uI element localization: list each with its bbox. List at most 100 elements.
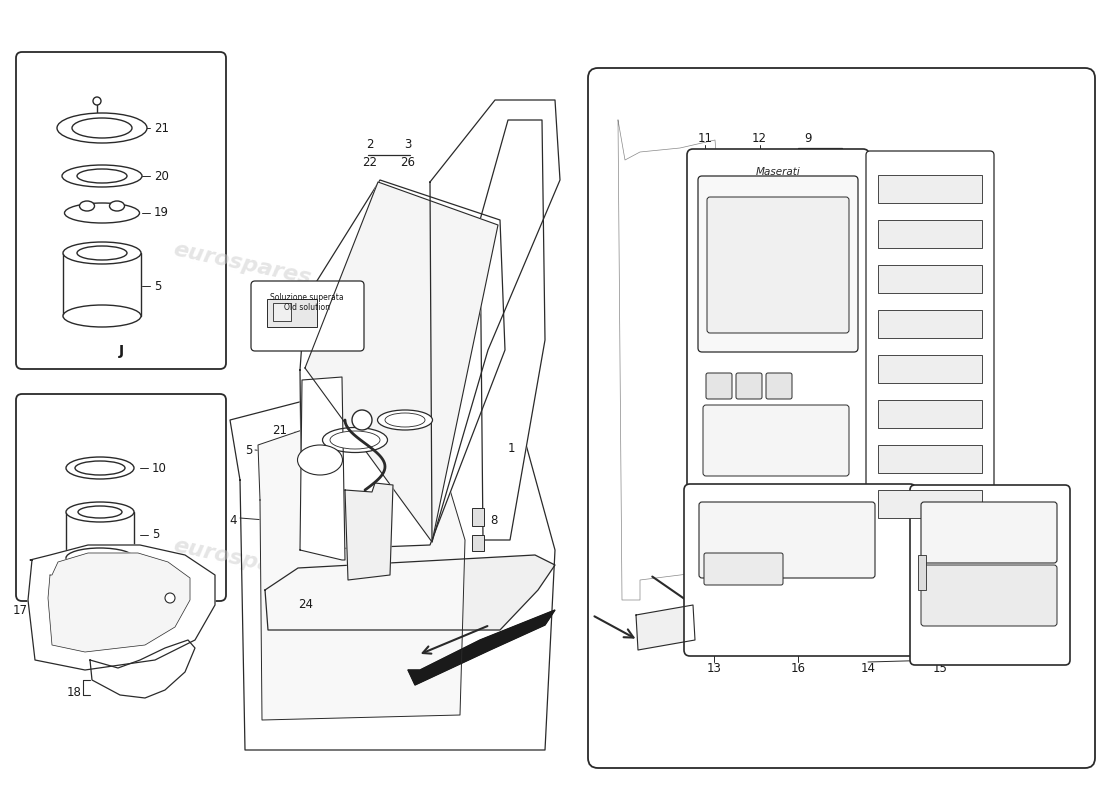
- Text: eurospares: eurospares: [172, 535, 312, 585]
- Ellipse shape: [377, 410, 432, 430]
- FancyBboxPatch shape: [704, 553, 783, 585]
- Bar: [472, 535, 484, 551]
- Bar: [878, 445, 982, 473]
- Bar: [472, 508, 484, 526]
- Polygon shape: [408, 610, 556, 685]
- Text: 1: 1: [508, 442, 516, 454]
- Ellipse shape: [385, 413, 425, 427]
- Circle shape: [94, 97, 101, 105]
- Text: 24: 24: [298, 598, 314, 611]
- Text: 14: 14: [860, 662, 876, 674]
- FancyBboxPatch shape: [707, 197, 849, 333]
- Ellipse shape: [66, 457, 134, 479]
- Text: 26: 26: [400, 155, 416, 169]
- Polygon shape: [300, 377, 345, 560]
- FancyBboxPatch shape: [16, 394, 226, 601]
- Bar: [878, 175, 982, 203]
- FancyBboxPatch shape: [588, 68, 1094, 768]
- Bar: [918, 555, 926, 590]
- Polygon shape: [28, 545, 214, 670]
- Text: 2: 2: [366, 138, 374, 151]
- Text: 16: 16: [791, 662, 805, 674]
- Text: J: J: [119, 344, 123, 358]
- FancyBboxPatch shape: [921, 502, 1057, 563]
- Text: 22: 22: [363, 155, 377, 169]
- Ellipse shape: [63, 242, 141, 264]
- FancyBboxPatch shape: [921, 565, 1057, 626]
- Polygon shape: [258, 390, 465, 720]
- Text: 5: 5: [152, 529, 160, 542]
- Text: Old solution: Old solution: [284, 303, 330, 312]
- Text: 11: 11: [698, 131, 713, 145]
- Text: 5: 5: [154, 279, 162, 293]
- Bar: [878, 355, 982, 383]
- FancyBboxPatch shape: [766, 373, 792, 399]
- Text: 21: 21: [154, 122, 169, 134]
- Ellipse shape: [79, 201, 95, 211]
- FancyBboxPatch shape: [703, 405, 849, 476]
- FancyBboxPatch shape: [251, 281, 364, 351]
- Text: 17: 17: [13, 603, 28, 617]
- Ellipse shape: [72, 118, 132, 138]
- Polygon shape: [480, 120, 544, 540]
- Text: 8: 8: [490, 514, 497, 526]
- Text: 19: 19: [154, 206, 169, 219]
- Bar: [878, 490, 982, 518]
- Polygon shape: [430, 100, 560, 542]
- Text: 21: 21: [272, 423, 287, 437]
- Text: 20: 20: [154, 170, 169, 182]
- Text: 7: 7: [327, 458, 333, 471]
- Polygon shape: [305, 182, 498, 542]
- Bar: [273, 303, 292, 321]
- Ellipse shape: [57, 113, 147, 143]
- FancyBboxPatch shape: [706, 373, 732, 399]
- Ellipse shape: [62, 165, 142, 187]
- Polygon shape: [48, 553, 190, 652]
- Text: eurospares: eurospares: [733, 519, 873, 569]
- FancyBboxPatch shape: [16, 52, 226, 369]
- Text: Maserati: Maserati: [756, 167, 801, 177]
- FancyBboxPatch shape: [736, 373, 762, 399]
- FancyBboxPatch shape: [698, 502, 874, 578]
- Text: 18: 18: [67, 686, 82, 698]
- Text: 12: 12: [752, 131, 767, 145]
- Text: eurospares: eurospares: [172, 239, 312, 289]
- Text: 25: 25: [322, 471, 338, 485]
- Polygon shape: [636, 605, 695, 650]
- Ellipse shape: [77, 169, 127, 183]
- Polygon shape: [90, 640, 195, 698]
- Circle shape: [165, 593, 175, 603]
- FancyBboxPatch shape: [910, 485, 1070, 665]
- Ellipse shape: [322, 427, 387, 453]
- Text: USA - CDN: USA - CDN: [85, 573, 157, 586]
- Text: 5: 5: [244, 443, 252, 457]
- Ellipse shape: [66, 548, 134, 568]
- Polygon shape: [618, 120, 720, 600]
- Text: 23: 23: [801, 151, 815, 165]
- Polygon shape: [230, 350, 556, 750]
- Bar: [878, 265, 982, 293]
- Ellipse shape: [330, 431, 380, 449]
- Ellipse shape: [297, 445, 342, 475]
- Polygon shape: [345, 483, 393, 580]
- Text: Soluzione superata: Soluzione superata: [271, 293, 344, 302]
- Text: eurospares: eurospares: [733, 295, 873, 345]
- Ellipse shape: [77, 246, 127, 260]
- Ellipse shape: [75, 461, 125, 475]
- Ellipse shape: [78, 506, 122, 518]
- Text: 4: 4: [230, 514, 236, 526]
- Polygon shape: [300, 180, 505, 550]
- Circle shape: [352, 410, 372, 430]
- Ellipse shape: [63, 305, 141, 327]
- Ellipse shape: [66, 502, 134, 522]
- Ellipse shape: [110, 201, 124, 211]
- Text: 3: 3: [405, 138, 411, 151]
- FancyBboxPatch shape: [688, 149, 869, 579]
- FancyBboxPatch shape: [866, 151, 994, 574]
- Bar: [267, 299, 317, 327]
- Bar: [878, 310, 982, 338]
- Text: 6: 6: [366, 310, 374, 322]
- Text: 13: 13: [706, 662, 722, 674]
- FancyBboxPatch shape: [698, 176, 858, 352]
- Text: 9: 9: [804, 131, 812, 145]
